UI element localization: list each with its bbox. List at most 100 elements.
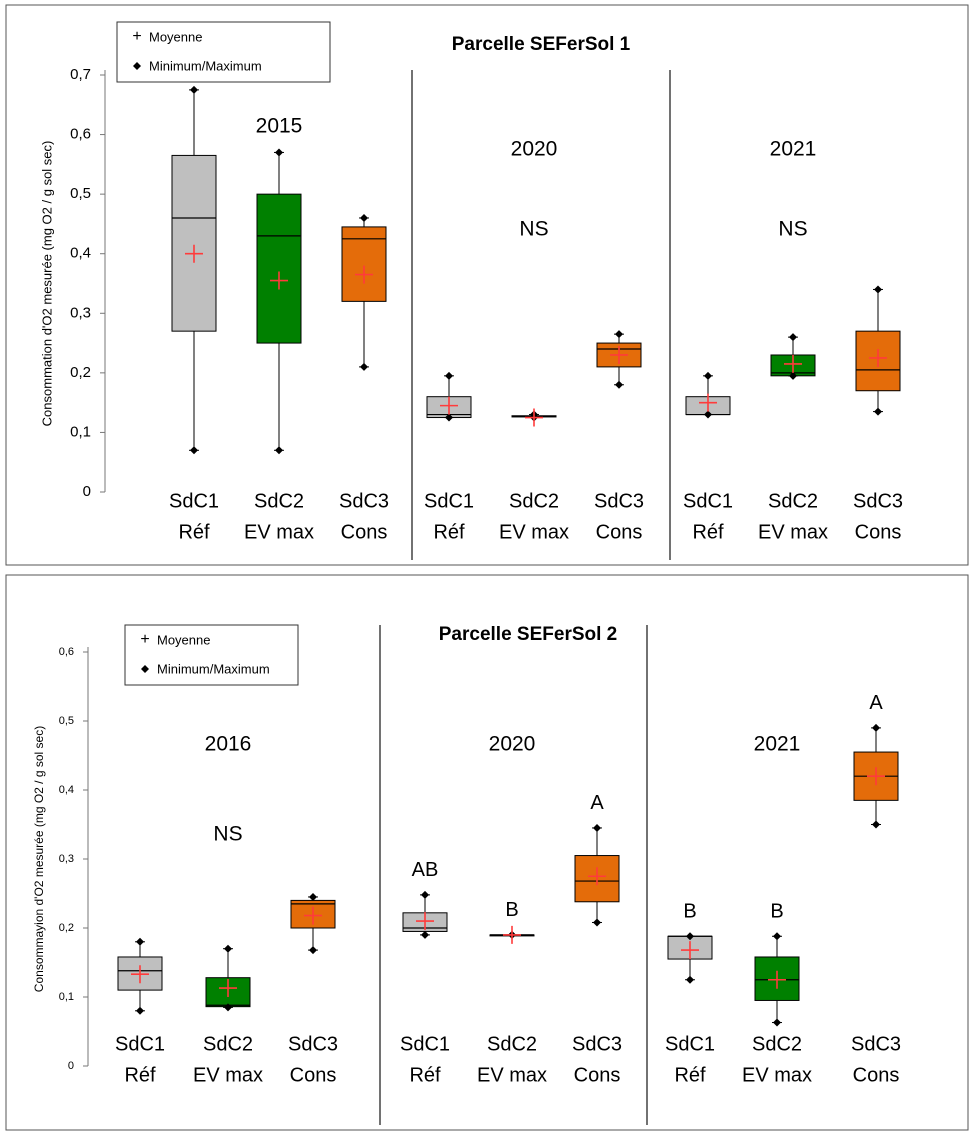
y-tick-label: 0,6 bbox=[59, 646, 74, 658]
legend-minmax-marker bbox=[133, 62, 141, 70]
y-tick-label: 0,6 bbox=[70, 126, 91, 143]
y-tick-label: 0,1 bbox=[59, 991, 74, 1003]
mean-marker bbox=[610, 345, 628, 364]
mean-marker bbox=[784, 354, 802, 373]
x-tick-label: SdC1 bbox=[424, 490, 474, 512]
y-tick-label: 0,5 bbox=[70, 185, 91, 202]
x-tick-label: SdC1 bbox=[115, 1033, 165, 1055]
x-tick-label: SdC2 bbox=[752, 1033, 802, 1055]
mean-marker bbox=[867, 767, 885, 786]
legend-label: Moyenne bbox=[157, 632, 210, 647]
max-marker bbox=[874, 285, 882, 294]
x-tick-label: Réf bbox=[692, 521, 724, 543]
x-tick-label: Cons bbox=[596, 521, 643, 543]
x-tick-label: SdC3 bbox=[594, 490, 644, 512]
mean-marker bbox=[681, 941, 699, 960]
x-tick-label: SdC3 bbox=[288, 1033, 338, 1055]
year-label: 2015 bbox=[256, 115, 303, 138]
mean-marker bbox=[270, 271, 288, 290]
mean-marker bbox=[869, 348, 887, 367]
x-tick-label: EV max bbox=[193, 1064, 263, 1086]
y-axis-label: Consommayion d'O2 mesurée (mg O2 / g sol… bbox=[32, 726, 46, 992]
significance-label: NS bbox=[778, 218, 807, 241]
chart-title: Parcelle SEFerSol 1 bbox=[452, 34, 631, 55]
legend-mean-marker: + bbox=[132, 28, 141, 45]
mean-marker bbox=[131, 965, 149, 984]
min-marker bbox=[874, 407, 882, 416]
min-marker bbox=[686, 975, 694, 984]
y-tick-label: 0,2 bbox=[59, 922, 74, 934]
min-marker bbox=[593, 918, 601, 927]
x-tick-label: SdC1 bbox=[400, 1033, 450, 1055]
x-tick-label: Cons bbox=[290, 1064, 337, 1086]
max-marker bbox=[190, 85, 198, 94]
year-label: 2021 bbox=[754, 733, 801, 756]
mean-marker bbox=[503, 925, 521, 944]
min-marker bbox=[704, 410, 712, 419]
y-tick-label: 0,7 bbox=[70, 66, 91, 83]
mean-marker bbox=[525, 408, 543, 427]
max-marker bbox=[593, 823, 601, 832]
min-marker bbox=[872, 820, 880, 829]
year-label: 2021 bbox=[770, 138, 817, 161]
y-tick-label: 0,5 bbox=[59, 715, 74, 727]
min-marker bbox=[360, 362, 368, 371]
min-marker bbox=[789, 371, 797, 380]
year-label: 2020 bbox=[489, 733, 536, 756]
mean-marker bbox=[355, 265, 373, 284]
year-label: 2016 bbox=[205, 733, 252, 756]
x-tick-label: Cons bbox=[341, 521, 388, 543]
x-tick-label: SdC1 bbox=[169, 490, 219, 512]
max-marker bbox=[704, 371, 712, 380]
min-marker bbox=[224, 1003, 232, 1012]
x-tick-label: Réf bbox=[178, 521, 210, 543]
max-marker bbox=[421, 890, 429, 899]
mean-marker bbox=[185, 244, 203, 263]
x-tick-label: SdC3 bbox=[339, 490, 389, 512]
mean-marker bbox=[219, 979, 237, 998]
mean-marker bbox=[304, 906, 322, 925]
mean-marker bbox=[768, 970, 786, 989]
min-marker bbox=[773, 1018, 781, 1027]
x-tick-label: EV max bbox=[742, 1064, 812, 1086]
box bbox=[256, 193, 302, 344]
x-tick-label: EV max bbox=[477, 1064, 547, 1086]
x-tick-label: EV max bbox=[244, 521, 314, 543]
legend-box bbox=[124, 624, 299, 686]
box bbox=[341, 226, 387, 302]
min-marker bbox=[136, 1006, 144, 1015]
significance-label: NS bbox=[519, 218, 548, 241]
min-marker bbox=[615, 380, 623, 389]
box bbox=[171, 154, 217, 332]
chart-title: Parcelle SEFerSol 2 bbox=[439, 624, 618, 645]
max-marker bbox=[445, 371, 453, 380]
x-tick-label: Cons bbox=[855, 521, 902, 543]
significance-letter: B bbox=[683, 901, 696, 923]
max-marker bbox=[789, 333, 797, 342]
x-tick-label: SdC2 bbox=[487, 1033, 537, 1055]
mean-marker bbox=[699, 393, 717, 412]
x-tick-label: SdC3 bbox=[572, 1033, 622, 1055]
significance-label: NS bbox=[213, 823, 242, 846]
x-tick-label: Réf bbox=[433, 521, 465, 543]
x-tick-label: SdC2 bbox=[509, 490, 559, 512]
y-tick-label: 0 bbox=[68, 1060, 74, 1072]
min-marker bbox=[309, 946, 317, 955]
max-marker bbox=[615, 330, 623, 339]
y-axis-label: Consommation d'O2 mesurée (mg O2 / g sol… bbox=[39, 141, 54, 427]
x-tick-label: SdC2 bbox=[203, 1033, 253, 1055]
legend-label: Minimum/Maximum bbox=[149, 58, 262, 73]
max-marker bbox=[360, 213, 368, 222]
x-tick-label: Réf bbox=[674, 1064, 706, 1086]
x-tick-label: Cons bbox=[853, 1064, 900, 1086]
y-tick-label: 0,3 bbox=[59, 853, 74, 865]
significance-letter: B bbox=[770, 901, 783, 923]
panel-frame bbox=[5, 4, 969, 566]
x-tick-label: SdC3 bbox=[853, 490, 903, 512]
x-tick-label: SdC2 bbox=[768, 490, 818, 512]
legend-label: Minimum/Maximum bbox=[157, 661, 270, 676]
legend-minmax-marker bbox=[141, 665, 149, 673]
panel-frame bbox=[5, 574, 969, 1131]
significance-letter: AB bbox=[412, 859, 439, 881]
